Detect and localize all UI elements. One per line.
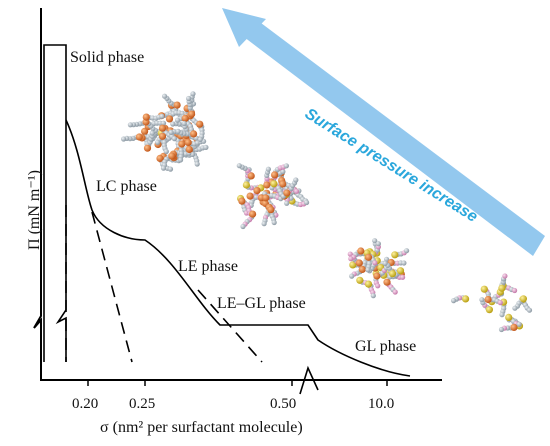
- le-gl-phase-label: LE–GL phase: [217, 295, 306, 312]
- arrow-shaft: [244, 17, 545, 256]
- gl-phase-label: GL phase: [355, 338, 417, 355]
- solid-phase-curve: [43, 44, 67, 362]
- isotherm-curves: [43, 44, 411, 395]
- molecule-cluster-solid: [121, 91, 209, 172]
- x-tick-label: 10.0: [368, 396, 395, 412]
- x-tick-label: 0.50: [270, 396, 297, 412]
- solid-phase-label: Solid phase: [70, 49, 145, 66]
- surface-pressure-arrow: [222, 8, 545, 256]
- molecule-cluster-le: [347, 238, 410, 299]
- y-axis: [33, 8, 442, 381]
- y-axis-label: Π (mN m⁻¹): [26, 170, 43, 250]
- molecule-cluster-lc: [236, 163, 310, 230]
- x-axis-label: σ (nm² per surfactant molecule): [100, 419, 303, 436]
- dashed-line-le: [197, 289, 263, 363]
- le-phase-label: LE phase: [178, 258, 238, 275]
- molecule-clusters: [121, 91, 533, 333]
- x-axis-ticks: [87, 380, 388, 386]
- arrow-head: [222, 8, 266, 47]
- x-tick-label: 0.25: [129, 396, 156, 412]
- main-isotherm-curve: [65, 119, 411, 377]
- molecule-cluster-gl: [451, 273, 533, 333]
- dashed-line-lc: [91, 211, 133, 363]
- gl-axis-break: [299, 365, 319, 395]
- x-tick-label: 0.20: [72, 396, 99, 412]
- axes: [33, 8, 442, 381]
- lc-phase-label: LC phase: [96, 178, 157, 195]
